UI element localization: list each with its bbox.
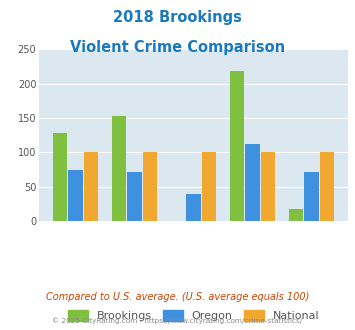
Text: Violent Crime Comparison: Violent Crime Comparison (70, 40, 285, 54)
Bar (230, 72, 244, 221)
Bar (84, 152, 98, 221)
Bar (202, 152, 216, 221)
Bar (320, 152, 334, 221)
Bar (186, 194, 201, 221)
Bar (245, 144, 260, 221)
Text: 2018 Brookings: 2018 Brookings (113, 10, 242, 25)
Bar (143, 152, 157, 221)
Bar (69, 170, 83, 221)
Legend: Brookings, Oregon, National: Brookings, Oregon, National (63, 306, 324, 326)
Bar (289, 209, 303, 221)
Bar (261, 152, 275, 221)
Bar (112, 116, 126, 221)
Text: Compared to U.S. average. (U.S. average equals 100): Compared to U.S. average. (U.S. average … (46, 292, 309, 302)
Bar (53, 133, 67, 221)
Bar (127, 172, 142, 221)
Text: © 2025 CityRating.com - https://www.cityrating.com/crime-statistics/: © 2025 CityRating.com - https://www.city… (53, 317, 302, 324)
Bar (304, 172, 318, 221)
